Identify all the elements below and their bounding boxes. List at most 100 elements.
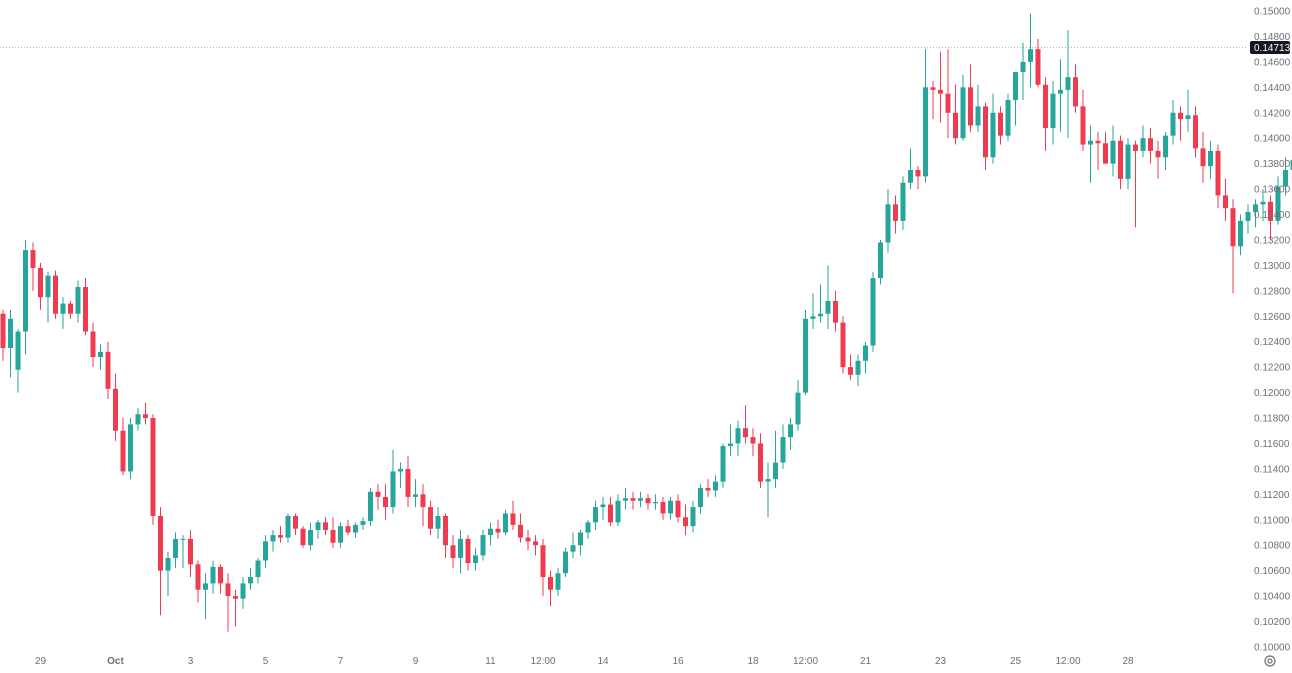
candle-body [848, 367, 853, 375]
candle-body [368, 492, 373, 521]
candle-body [16, 332, 21, 370]
candle [361, 517, 366, 530]
candle-body [308, 530, 313, 545]
y-axis-tick-label: 0.11600 [1254, 439, 1290, 450]
candle-body [991, 113, 996, 158]
y-axis-tick-label: 0.14200 [1254, 108, 1291, 119]
candle-body [511, 513, 516, 524]
candle [346, 520, 351, 535]
candle [766, 463, 771, 518]
candle-body [391, 471, 396, 507]
candle [781, 424, 786, 469]
candle-body [931, 87, 936, 90]
candle [323, 517, 328, 535]
candle-body [773, 463, 778, 480]
candle-body [226, 583, 231, 596]
candle [16, 329, 21, 393]
candle [548, 571, 553, 607]
candle-body [811, 316, 816, 319]
candle [196, 561, 201, 603]
y-axis-tick-label: 0.13800 [1254, 159, 1291, 170]
candle-body [91, 332, 96, 357]
candle-body [196, 564, 201, 589]
candle-body [548, 577, 553, 590]
candle-body [1133, 145, 1138, 151]
candle [721, 443, 726, 488]
candle [1006, 94, 1011, 141]
candle [151, 414, 156, 525]
candle [938, 52, 943, 123]
candle [773, 431, 778, 488]
settings-gear-icon[interactable] [1263, 654, 1277, 668]
candle [301, 526, 306, 548]
candle-body [263, 541, 268, 560]
candle [76, 281, 81, 323]
candle [1073, 64, 1078, 112]
candle [143, 403, 148, 425]
candle-body [923, 87, 928, 176]
candle [758, 433, 763, 488]
x-axis-tick-label: 3 [188, 656, 194, 667]
candle [698, 484, 703, 513]
candle-body [383, 497, 388, 507]
candle-body [256, 561, 261, 578]
x-axis-tick-label: 23 [935, 656, 947, 667]
candle-body [593, 507, 598, 522]
candle [278, 526, 283, 543]
candle-body [1261, 202, 1266, 205]
candle-body [421, 494, 426, 507]
candle [1111, 125, 1116, 176]
x-axis-tick-label: 7 [338, 656, 344, 667]
candle [556, 568, 561, 596]
candle-body [1006, 100, 1011, 136]
candle-body [121, 431, 126, 472]
candle [443, 513, 448, 558]
candle [1028, 14, 1033, 88]
candle [1148, 128, 1153, 164]
candle [691, 501, 696, 533]
candle-body [878, 243, 883, 279]
candle-body [293, 516, 298, 529]
y-axis-tick-label: 0.14600 [1254, 57, 1291, 68]
x-axis-tick-label: Oct [107, 656, 124, 667]
y-axis-tick-label: 0.10600 [1254, 566, 1291, 577]
candle-body [1148, 138, 1153, 151]
candle-body [578, 533, 583, 546]
candle [451, 535, 456, 568]
candle [571, 533, 576, 558]
candle [623, 488, 628, 510]
candle [856, 354, 861, 386]
candle [878, 240, 883, 285]
candle-body [458, 539, 463, 558]
candle [788, 418, 793, 450]
candle-body [271, 535, 276, 541]
candle [908, 148, 913, 189]
candle-body [1141, 138, 1146, 151]
candle [1058, 59, 1063, 132]
candle [1223, 179, 1228, 221]
candle [1178, 106, 1183, 140]
candle-body [901, 183, 906, 221]
candle-body [1096, 141, 1101, 144]
candle [1231, 199, 1236, 293]
candle-body [203, 583, 208, 589]
candle [1118, 136, 1123, 189]
y-axis-tick-label: 0.13400 [1254, 210, 1291, 221]
candle [61, 297, 66, 329]
candle [106, 342, 111, 399]
candle-body [188, 539, 193, 564]
y-axis-tick-label: 0.12600 [1254, 312, 1291, 323]
candle [668, 497, 673, 520]
candle-body [796, 393, 801, 425]
candle [136, 408, 141, 431]
candle [413, 479, 418, 507]
candle [256, 558, 261, 583]
candle-body [128, 424, 133, 471]
candle-body [563, 552, 568, 574]
candle [1193, 106, 1198, 157]
candle-body [488, 529, 493, 535]
candle [1201, 132, 1206, 183]
candle-body [398, 469, 403, 472]
candle [818, 284, 823, 322]
candle [983, 103, 988, 170]
